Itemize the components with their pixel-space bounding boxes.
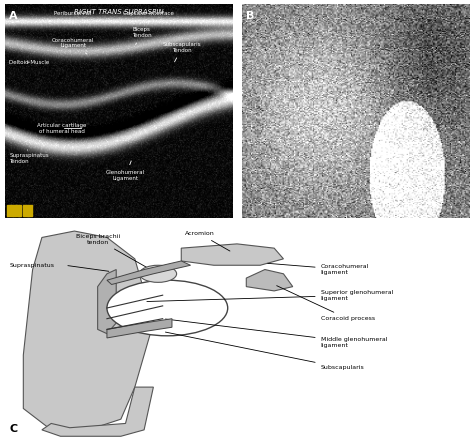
Text: Biceps brachii
tendon: Biceps brachii tendon: [75, 234, 155, 272]
Text: Subscapularis
Tendon: Subscapularis Tendon: [163, 42, 201, 62]
Circle shape: [107, 280, 228, 336]
Text: Acromion: Acromion: [185, 231, 230, 251]
Text: C: C: [9, 424, 18, 434]
Text: Superior glenohumeral
ligament: Superior glenohumeral ligament: [147, 290, 393, 302]
Polygon shape: [181, 244, 283, 265]
Circle shape: [139, 265, 177, 283]
Polygon shape: [107, 261, 191, 284]
Polygon shape: [107, 319, 172, 338]
Bar: [23, 206, 32, 216]
Text: Peribursal Fat: Peribursal Fat: [55, 11, 91, 24]
Text: Biceps
Tendon: Biceps Tendon: [132, 27, 151, 44]
Bar: [7, 206, 21, 216]
Text: Middle glenohumeral
ligament: Middle glenohumeral ligament: [165, 319, 387, 348]
Polygon shape: [98, 270, 116, 334]
Text: B: B: [246, 11, 255, 21]
Text: Glenohumeral
Ligament: Glenohumeral Ligament: [106, 161, 145, 181]
Text: Coracohumeral
ligament: Coracohumeral ligament: [268, 263, 369, 275]
Text: Supraspinatus: Supraspinatus: [9, 263, 55, 268]
Polygon shape: [23, 231, 154, 430]
Polygon shape: [42, 387, 154, 436]
Text: Capsular Interface: Capsular Interface: [123, 11, 173, 23]
Text: Coracohumeral
Ligament: Coracohumeral Ligament: [52, 37, 94, 54]
Text: Articular cartilage
of humeral head: Articular cartilage of humeral head: [37, 123, 86, 134]
Text: Subscapularis: Subscapularis: [165, 332, 365, 370]
Polygon shape: [246, 270, 293, 291]
Text: Coracoid process: Coracoid process: [277, 286, 375, 321]
Text: RIGHT TRANS SUPRASPIN: RIGHT TRANS SUPRASPIN: [74, 9, 164, 15]
Text: Deltoid Muscle: Deltoid Muscle: [9, 60, 50, 65]
Text: A: A: [9, 11, 18, 21]
Text: Supraspinatus
Tendon: Supraspinatus Tendon: [9, 150, 49, 164]
